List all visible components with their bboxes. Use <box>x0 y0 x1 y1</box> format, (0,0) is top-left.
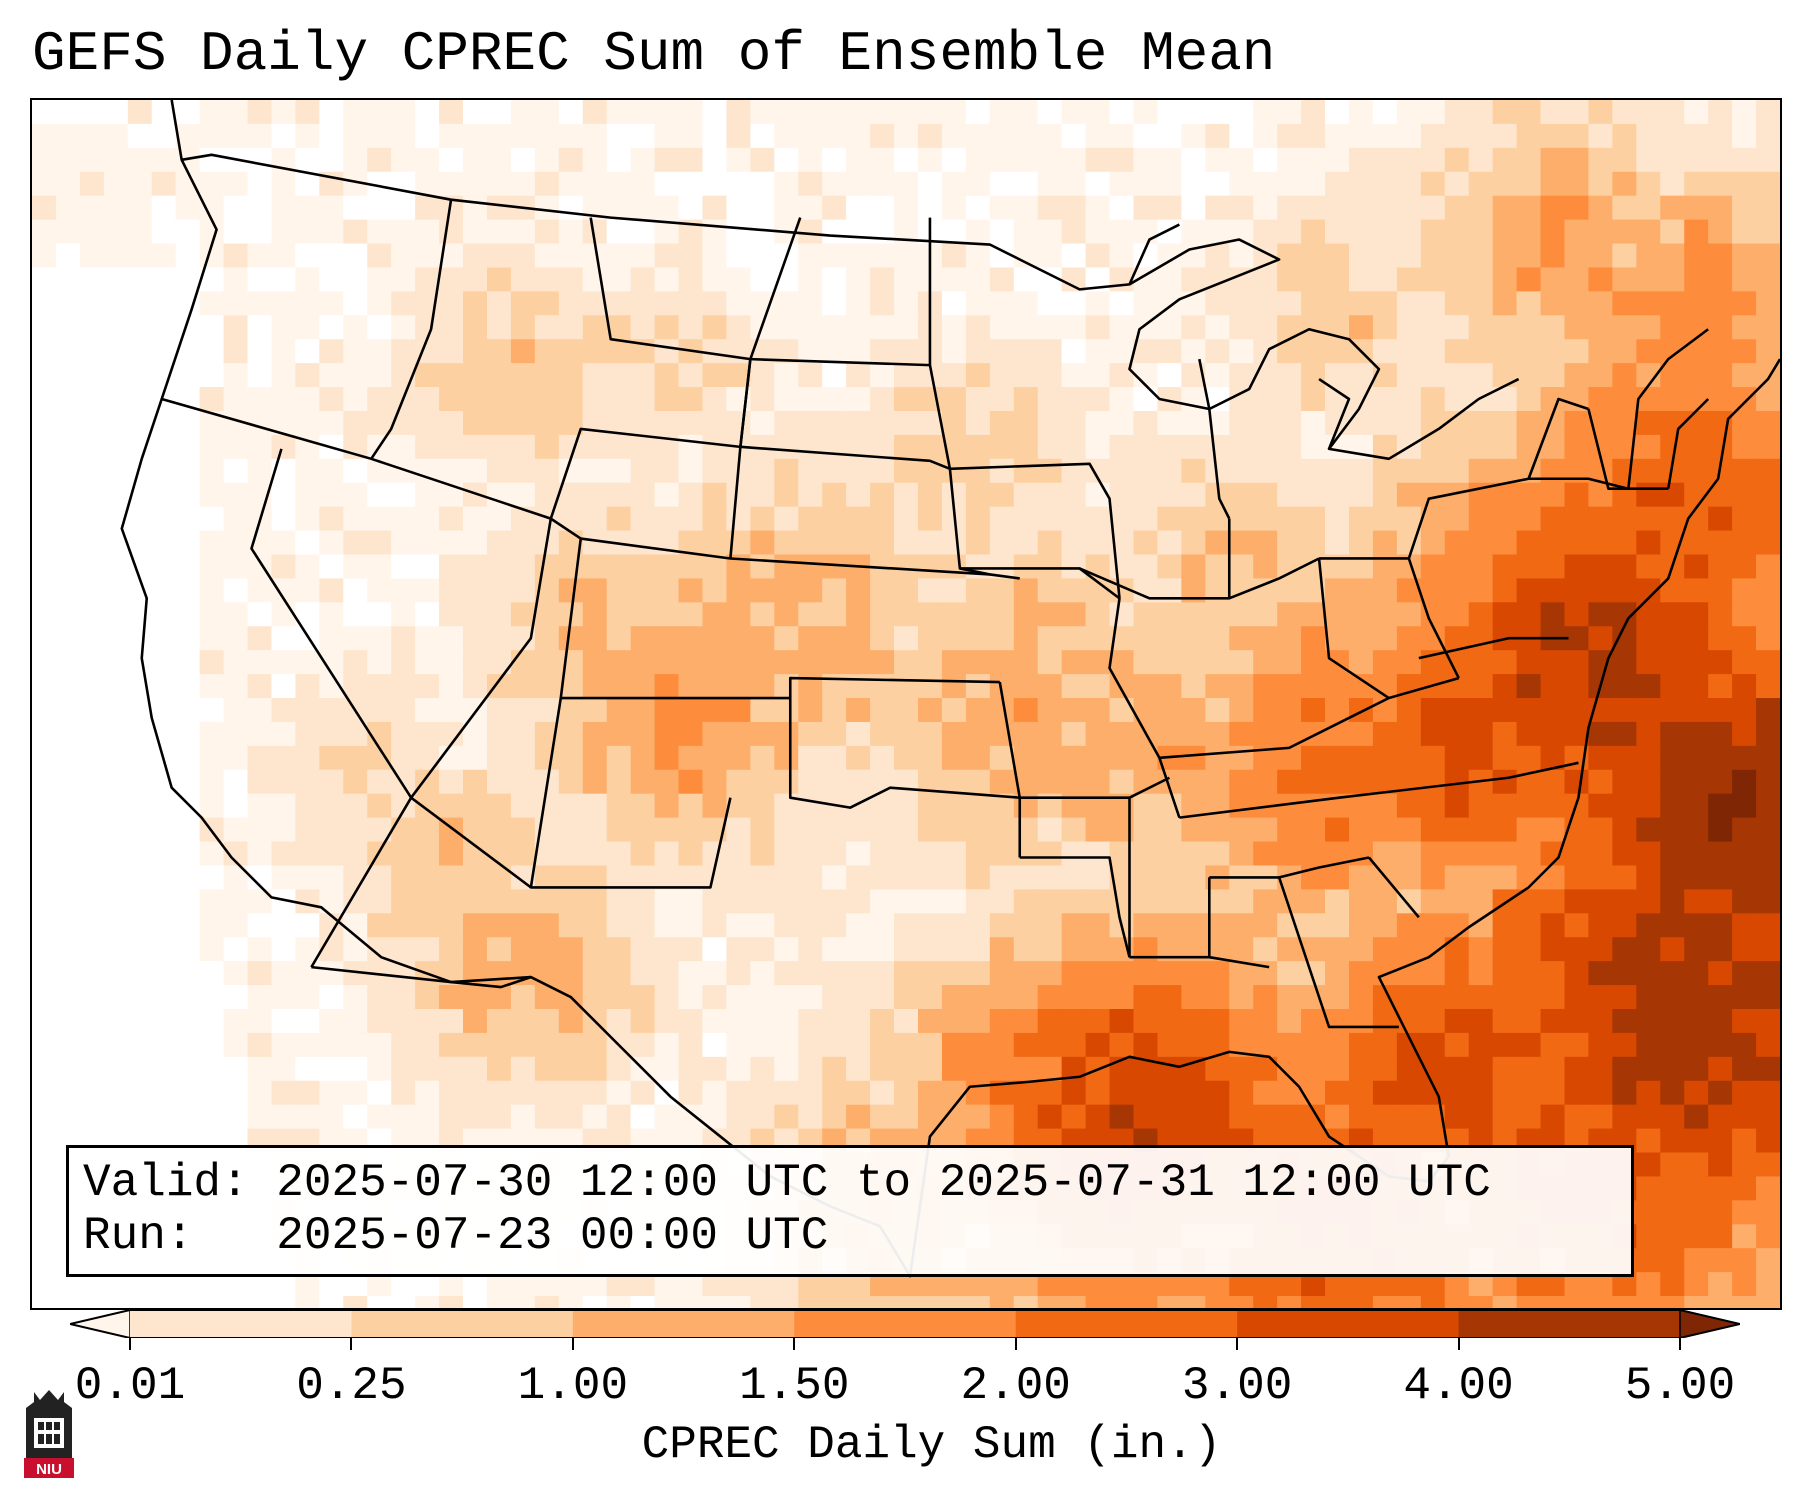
precip-field <box>32 100 1780 1308</box>
colorbar-bin <box>1015 1310 1238 1338</box>
run-label: Run: <box>83 1210 194 1262</box>
logo-text: NIU <box>36 1461 62 1478</box>
info-box: Valid: 2025-07-30 12:00 UTC to 2025-07-3… <box>66 1145 1634 1277</box>
colorbar-tick-mark <box>129 1338 131 1350</box>
colorbar-tick-label: 1.00 <box>517 1360 629 1412</box>
colorbar-tick-mark <box>1236 1338 1239 1350</box>
colorbar-extend-low <box>70 1310 131 1338</box>
colorbar-extend-high <box>1679 1310 1740 1338</box>
colorbar-tick-mark <box>1457 1338 1460 1350</box>
valid-label: Valid: <box>83 1157 249 1209</box>
colorbar-bin <box>130 1310 352 1338</box>
valid-row: Valid: 2025-07-30 12:00 UTC to 2025-07-3… <box>83 1157 1631 1210</box>
great-lakes <box>1128 238 1520 461</box>
colorbar-bin <box>572 1310 795 1338</box>
colorbar-bin <box>1237 1310 1460 1338</box>
chart-title: GEFS Daily CPREC Sum of Ensemble Mean <box>32 22 1276 86</box>
colorbar-tick-mark <box>350 1338 353 1350</box>
run-row: Run: 2025-07-23 00:00 UTC <box>83 1210 1631 1263</box>
colorbar-bin <box>351 1310 574 1338</box>
run-value: 2025-07-23 00:00 UTC <box>276 1210 829 1262</box>
colorbar-tick-mark <box>1014 1338 1017 1350</box>
colorbar-cells <box>70 1310 1740 1338</box>
colorbar-tick-label: 4.00 <box>1403 1360 1514 1412</box>
valid-value: 2025-07-30 12:00 UTC to 2025-07-31 12:00… <box>276 1157 1491 1209</box>
colorbar-tick-label: 5.00 <box>1624 1360 1736 1412</box>
colorbar-tick-label: 1.50 <box>739 1360 850 1412</box>
colorbar-bin <box>1458 1310 1681 1338</box>
colorbar-tick-label: 2.00 <box>960 1360 1071 1412</box>
map-canvas <box>32 100 1780 1308</box>
canada-border <box>181 153 1180 291</box>
colorbar-label: CPREC Daily Sum (in.) <box>641 1419 1222 1471</box>
colorbar-tick-label: 3.00 <box>1181 1360 1293 1412</box>
colorbar-tick-label: 0.01 <box>74 1360 186 1412</box>
colorbar-tick-mark <box>571 1338 574 1350</box>
us-outline <box>120 100 1780 1278</box>
niu-logo: NIU <box>24 1390 74 1478</box>
colorbar-tick-label: 0.25 <box>296 1360 407 1412</box>
colorbar <box>70 1310 1740 1338</box>
colorbar-tick-mark <box>793 1338 796 1350</box>
colorbar-bin <box>794 1310 1017 1338</box>
colorbar-tick-mark <box>1679 1338 1681 1350</box>
precip-map <box>30 98 1782 1310</box>
state-borders <box>120 100 1780 1278</box>
